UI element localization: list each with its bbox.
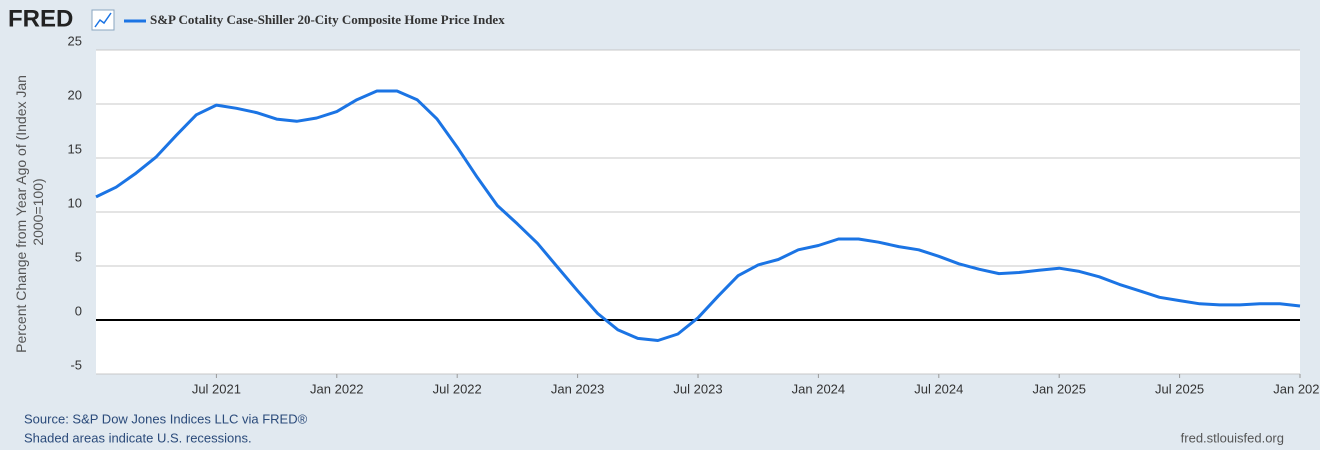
brand-icon	[91, 9, 115, 31]
y-tick-label: 10	[68, 195, 82, 210]
x-tick-label: Jan 2024	[792, 381, 846, 396]
series-line	[95, 89, 1301, 342]
y-tick-label: 5	[75, 249, 82, 264]
note: Shaded areas indicate U.S. recessions.	[24, 430, 252, 445]
x-tick-label: Jul 2023	[673, 381, 722, 396]
y-tick-label: -5	[70, 357, 82, 372]
y-tick-label: 0	[75, 303, 82, 318]
y-tick-label: 15	[68, 141, 82, 156]
x-tick-label: Jul 2024	[914, 381, 963, 396]
x-tick-label: Jul 2021	[192, 381, 241, 396]
y-axis-title: Percent Change from Year Ago of (Index J…	[13, 71, 46, 353]
y-axis-title-line: Percent Change from Year Ago of (Index J…	[13, 75, 29, 353]
y-tick-label: 25	[68, 33, 82, 48]
y-axis-title-line: 2000=100)	[30, 178, 46, 245]
source: Source: S&P Dow Jones Indices LLC via FR…	[24, 411, 308, 426]
x-tick-label: Jul 2022	[433, 381, 482, 396]
site: fred.stlouisfed.org	[1181, 430, 1284, 445]
x-tick-label: Jan 2025	[1032, 381, 1086, 396]
x-tick-label: Jan 2023	[551, 381, 605, 396]
x-tick-label: Jan 2026	[1273, 381, 1320, 396]
x-tick-label: Jul 2025	[1155, 381, 1204, 396]
y-tick-label: 20	[68, 87, 82, 102]
x-tick-label: Jan 2022	[310, 381, 364, 396]
brand-logo: FRED	[8, 5, 73, 32]
legend-label: S&P Cotality Case-Shiller 20-City Compos…	[150, 12, 505, 27]
